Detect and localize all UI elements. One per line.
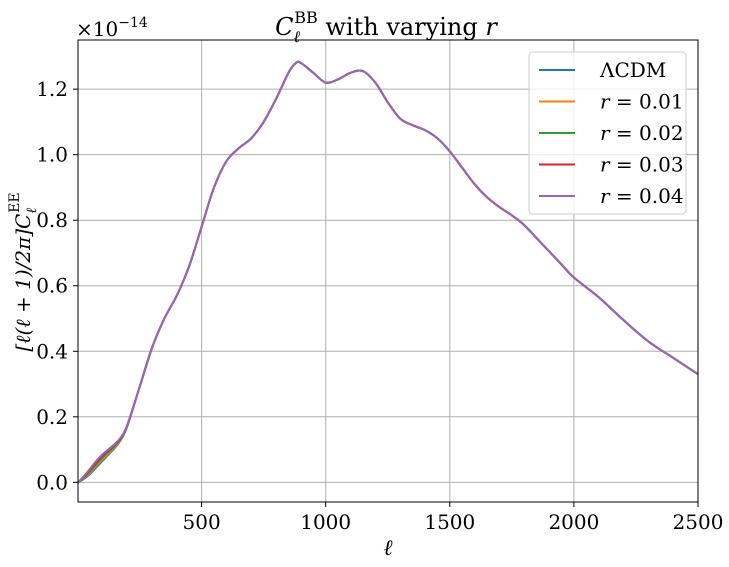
legend-label: r = 0.03: [600, 153, 684, 177]
y-axis-multiplier: ×10−14: [76, 15, 148, 41]
legend-label: ΛCDM: [599, 58, 666, 82]
series-line: [77, 60, 699, 484]
legend-box: [528, 51, 687, 215]
chart-title: CℓBB with varying r: [275, 8, 498, 46]
y-tick-label: 0.0: [36, 470, 68, 494]
plot-frame: [77, 39, 699, 503]
series-lines: [77, 60, 699, 484]
x-tick-label: 1000: [300, 510, 351, 534]
legend-label: r = 0.02: [600, 121, 684, 145]
legend-label: r = 0.01: [600, 90, 684, 114]
y-tick-label: 0.8: [36, 208, 68, 232]
legend-label: r = 0.04: [600, 184, 684, 208]
x-axis-label: ℓ: [383, 536, 393, 561]
x-tick-label: 500: [183, 510, 221, 534]
y-tick-label: 1.0: [36, 143, 68, 167]
y-tick-label: 0.4: [36, 339, 68, 363]
x-tick-label: 2500: [673, 510, 724, 534]
x-axis-ticks: 500 1000 1500 2000 2500: [183, 502, 724, 534]
y-axis-label: [ℓ(ℓ + 1)/2π]CℓEE: [7, 192, 40, 351]
x-tick-label: 1500: [424, 510, 475, 534]
legend: ΛCDM r = 0.01 r = 0.02 r = 0.03 r = 0.04: [528, 51, 687, 215]
y-tick-label: 1.2: [36, 77, 68, 101]
y-tick-label: 0.6: [36, 274, 68, 298]
x-tick-label: 2000: [548, 510, 599, 534]
y-axis-ticks: 0.0 0.2 0.4 0.6 0.8 1.0 1.2: [36, 77, 78, 494]
y-tick-label: 0.2: [36, 405, 68, 429]
